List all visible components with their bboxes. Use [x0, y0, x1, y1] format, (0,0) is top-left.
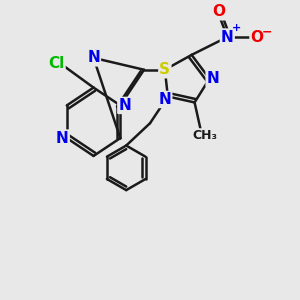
Text: S: S: [159, 62, 170, 77]
Text: N: N: [158, 92, 171, 107]
Text: +: +: [232, 23, 241, 33]
Text: O: O: [250, 30, 263, 45]
Text: N: N: [118, 98, 131, 113]
Text: N: N: [87, 50, 100, 65]
Text: Cl: Cl: [48, 56, 64, 71]
Text: −: −: [261, 25, 272, 38]
Text: N: N: [221, 30, 234, 45]
Text: CH₃: CH₃: [193, 129, 217, 142]
Text: O: O: [212, 4, 225, 19]
Text: H: H: [88, 48, 99, 61]
Text: N: N: [56, 130, 69, 146]
Text: N: N: [207, 71, 219, 86]
